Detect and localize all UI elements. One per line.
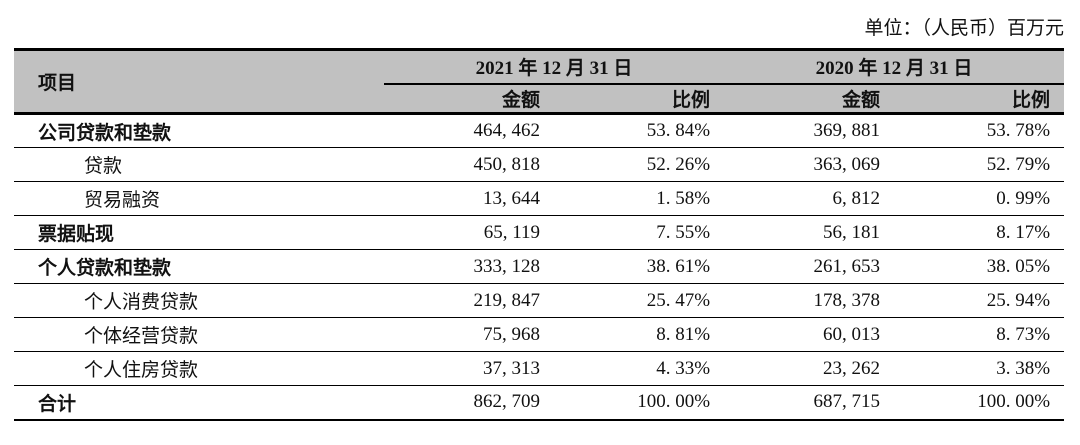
table-row: 个体经营贷款 75, 968 8. 81% 60, 013 8. 73% <box>14 318 1065 352</box>
table-row: 个人住房贷款 37, 313 4. 33% 23, 262 3. 38% <box>14 352 1065 386</box>
item-label-cell: 公司贷款和垫款 <box>38 122 172 144</box>
item-label-cell: 个体经营贷款 <box>84 326 199 347</box>
amount-2020-cell: 363, 069 <box>813 153 881 175</box>
table-row: 票据贴现 65, 119 7. 55% 56, 181 8. 17% <box>14 216 1065 250</box>
ratio-2020-cell: 3. 38% <box>996 357 1051 379</box>
amount-2020-cell: 178, 378 <box>813 289 881 311</box>
amount-2020-cell: 6, 812 <box>832 187 881 209</box>
item-label-cell: 票据贴现 <box>38 224 115 245</box>
ratio-2021-cell: 100. 00% <box>637 391 711 413</box>
loan-breakdown-table: 项目 2021 年 12 月 31 日 2020 年 12 月 31 日 金额 … <box>14 48 1065 421</box>
ratio-2021-cell: 4. 33% <box>656 357 711 379</box>
column-header-item: 项目 <box>14 49 384 115</box>
ratio-2021-cell: 25. 47% <box>646 289 711 311</box>
header-row-periods: 项目 2021 年 12 月 31 日 2020 年 12 月 31 日 <box>14 49 1065 115</box>
amount-2021-cell: 37, 313 <box>483 357 540 379</box>
amount-2021-cell: 333, 128 <box>473 255 541 277</box>
column-header-amount-2021: 金额 <box>384 83 554 115</box>
amount-2021-cell: 219, 847 <box>473 289 541 311</box>
table-row: 合计 862, 709 100. 00% 687, 715 100. 00% <box>14 386 1065 420</box>
item-label-cell: 个人贷款和垫款 <box>38 258 172 279</box>
table-body: 公司贷款和垫款 464, 462 53. 84% 369, 881 53. 78… <box>14 114 1065 420</box>
ratio-2020-cell: 8. 73% <box>996 323 1051 345</box>
amount-2021-cell: 65, 119 <box>483 221 540 243</box>
column-header-ratio-2021: 比例 <box>554 83 725 115</box>
amount-2020-cell: 369, 881 <box>813 120 881 141</box>
amount-2020-cell: 23, 262 <box>823 357 881 379</box>
ratio-2020-cell: 38. 05% <box>986 255 1051 277</box>
ratio-2020-cell: 8. 17% <box>996 221 1051 243</box>
item-label-cell: 贸易融资 <box>84 190 161 211</box>
header-row-measures: 金额 比例 金额 比例 <box>14 83 1065 115</box>
ratio-2021-cell: 8. 81% <box>656 323 711 345</box>
ratio-2020-cell: 0. 99% <box>996 187 1051 209</box>
ratio-2021-cell: 38. 61% <box>646 255 711 277</box>
table-header: 项目 2021 年 12 月 31 日 2020 年 12 月 31 日 金额 … <box>14 49 1065 115</box>
amount-2021-cell: 862, 709 <box>473 391 541 413</box>
ratio-2021-cell: 1. 58% <box>656 187 711 209</box>
amount-2021-cell: 450, 818 <box>473 153 541 175</box>
column-group-2020: 2020 年 12 月 31 日 <box>724 49 1065 85</box>
item-label-cell: 贷款 <box>84 156 123 177</box>
table-row: 贸易融资 13, 644 1. 58% 6, 812 0. 99% <box>14 182 1065 216</box>
ratio-2020-cell: 53. 78% <box>986 120 1051 141</box>
amount-2021-cell: 464, 462 <box>473 120 541 141</box>
column-header-amount-2020: 金额 <box>724 83 895 115</box>
item-label-cell: 个人住房贷款 <box>84 360 199 381</box>
ratio-2020-cell: 100. 00% <box>977 391 1051 413</box>
amount-2021-cell: 13, 644 <box>483 187 540 209</box>
table-row: 个人消费贷款 219, 847 25. 47% 178, 378 25. 94% <box>14 284 1065 318</box>
ratio-2020-cell: 52. 79% <box>986 153 1051 175</box>
amount-2020-cell: 687, 715 <box>813 391 881 413</box>
ratio-2020-cell: 25. 94% <box>986 289 1051 311</box>
ratio-2021-cell: 52. 26% <box>646 153 711 175</box>
item-label-cell: 合计 <box>38 393 77 415</box>
item-label-cell: 个人消费贷款 <box>84 292 199 313</box>
table-row: 贷款 450, 818 52. 26% 363, 069 52. 79% <box>14 148 1065 182</box>
ratio-2021-cell: 7. 55% <box>656 221 711 243</box>
ratio-2021-cell: 53. 84% <box>646 120 711 141</box>
unit-label: 单位：（人民币）百万元 <box>864 18 1064 39</box>
column-header-ratio-2020: 比例 <box>894 83 1065 115</box>
amount-2020-cell: 261, 653 <box>813 255 881 277</box>
column-group-2021: 2021 年 12 月 31 日 <box>384 49 725 85</box>
table-row: 个人贷款和垫款 333, 128 38. 61% 261, 653 38. 05… <box>14 250 1065 284</box>
amount-2021-cell: 75, 968 <box>483 323 540 345</box>
amount-2020-cell: 56, 181 <box>823 221 881 243</box>
amount-2020-cell: 60, 013 <box>823 323 881 345</box>
table-row: 公司贷款和垫款 464, 462 53. 84% 369, 881 53. 78… <box>14 114 1065 148</box>
